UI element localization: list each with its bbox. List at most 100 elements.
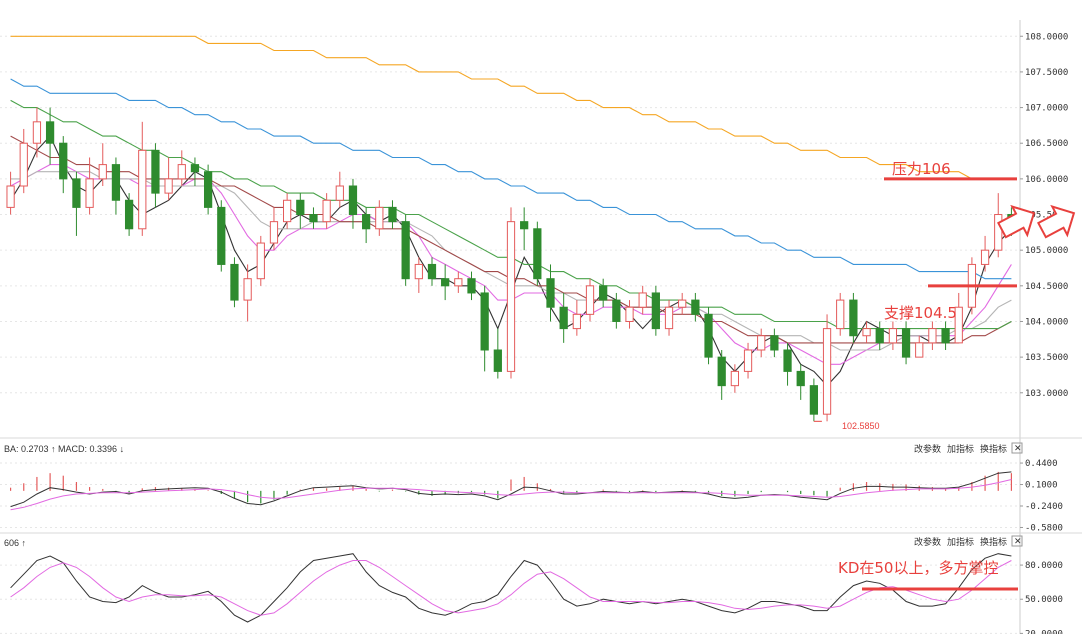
candle-body [836, 299, 845, 330]
price-tick-label: 104.0000 [1025, 317, 1068, 327]
candle-body [572, 313, 581, 330]
candle-body [243, 278, 252, 301]
kd-tick-label: 20.0000 [1025, 629, 1063, 634]
candle-body [941, 328, 950, 344]
candle-body [585, 285, 595, 315]
candle-body [296, 199, 305, 216]
candle-body [59, 142, 68, 180]
candle-body [388, 206, 397, 223]
grid [0, 35, 1020, 634]
price-tick-label: 104.5000 [1025, 282, 1068, 292]
kd-add-button[interactable]: 加指标 [947, 536, 974, 547]
price-tick-label: 107.0000 [1025, 104, 1068, 114]
candle-body [269, 221, 279, 244]
candle-body [678, 299, 687, 308]
candle-body [980, 249, 990, 265]
candle-body [256, 242, 265, 280]
candle-body [427, 263, 437, 280]
kd-close-icon[interactable]: ✕ [1014, 536, 1022, 546]
candle-body [691, 299, 700, 315]
ma-line-6 [10, 78, 1012, 280]
candle-body [45, 121, 55, 144]
candle-body [770, 335, 779, 351]
candle-body [335, 185, 344, 201]
kd-switch-button[interactable]: 换指标 [980, 536, 1007, 547]
candle-body [190, 164, 200, 173]
candle-body [19, 142, 28, 187]
macd-tick-label: -0.5800 [1025, 523, 1063, 533]
candle-body [111, 164, 121, 201]
candle-body [230, 263, 239, 301]
candle-body [520, 221, 529, 230]
price-tick-label: 107.5000 [1025, 68, 1068, 78]
candle-body [717, 356, 726, 387]
kd-d-line [10, 560, 1012, 616]
kd-close-box[interactable] [1011, 535, 1023, 547]
candle-body [743, 349, 753, 372]
candle-body [85, 178, 94, 208]
kd-k-line [10, 553, 1012, 623]
candle-body [348, 185, 358, 216]
candle-body [822, 328, 832, 415]
kd-params-button[interactable]: 改参数 [914, 536, 941, 547]
candle-body [506, 221, 516, 372]
candle-body [546, 278, 555, 308]
kd-tick-label: 50.0000 [1025, 595, 1063, 605]
macd-tick-label: 0.1000 [1025, 481, 1058, 491]
macd-close-box[interactable] [1011, 442, 1023, 454]
candle-body [809, 385, 819, 415]
candle-body [994, 214, 1003, 251]
candle-body [414, 263, 423, 280]
kd-tick-label: 80.0000 [1025, 561, 1063, 571]
candle-body [177, 164, 186, 180]
price-tick-label: 103.0000 [1025, 389, 1068, 399]
candle-body [151, 149, 160, 194]
macd-add-button[interactable]: 加指标 [947, 443, 974, 454]
candle-body [888, 328, 898, 344]
candle-body [493, 349, 502, 372]
price-tick-label: 106.0000 [1025, 175, 1068, 185]
forecast-arrow-icon [1036, 204, 1076, 239]
kd-panel [10, 553, 1012, 623]
candle-body [467, 278, 476, 294]
price-tick-label: 105.0000 [1025, 246, 1068, 256]
price-tick-label: 103.5000 [1025, 353, 1068, 363]
candle-body [533, 228, 542, 280]
macd-switch-button[interactable]: 换指标 [980, 443, 1007, 454]
candle-body [32, 121, 42, 144]
candle-body [72, 178, 81, 208]
candle-body [203, 171, 213, 208]
macd-tick-label: 0.4400 [1025, 459, 1058, 469]
candle-body [401, 221, 410, 280]
candle-body [954, 306, 963, 344]
macd-params-button[interactable]: 改参数 [914, 443, 941, 454]
candle-body [915, 342, 924, 358]
candle-body [625, 306, 634, 322]
candle-body [98, 164, 107, 180]
candle-body [124, 199, 134, 230]
candle-body [783, 349, 792, 372]
price-tick-label: 108.0000 [1025, 32, 1068, 42]
price-tick-label: 106.5000 [1025, 139, 1068, 149]
candle-body [901, 328, 911, 358]
ma-line-7 [10, 35, 1012, 180]
candle-body [362, 214, 371, 230]
candle-body [6, 185, 15, 208]
candle-body [928, 328, 937, 344]
candle-body [664, 306, 674, 330]
candle-body [651, 292, 660, 330]
candle-body [138, 149, 147, 230]
candle-body [164, 178, 173, 194]
candle-body [796, 370, 805, 387]
candle-body [217, 206, 226, 265]
macd-close-icon[interactable]: ✕ [1014, 443, 1022, 453]
candle-body [283, 199, 292, 223]
candle-body [322, 199, 331, 223]
candle-body [875, 328, 884, 344]
forecast-arrow-icon [996, 204, 1036, 239]
candle-body [480, 292, 489, 351]
macd-tick-label: -0.2400 [1025, 502, 1063, 512]
candle-body [704, 313, 713, 358]
